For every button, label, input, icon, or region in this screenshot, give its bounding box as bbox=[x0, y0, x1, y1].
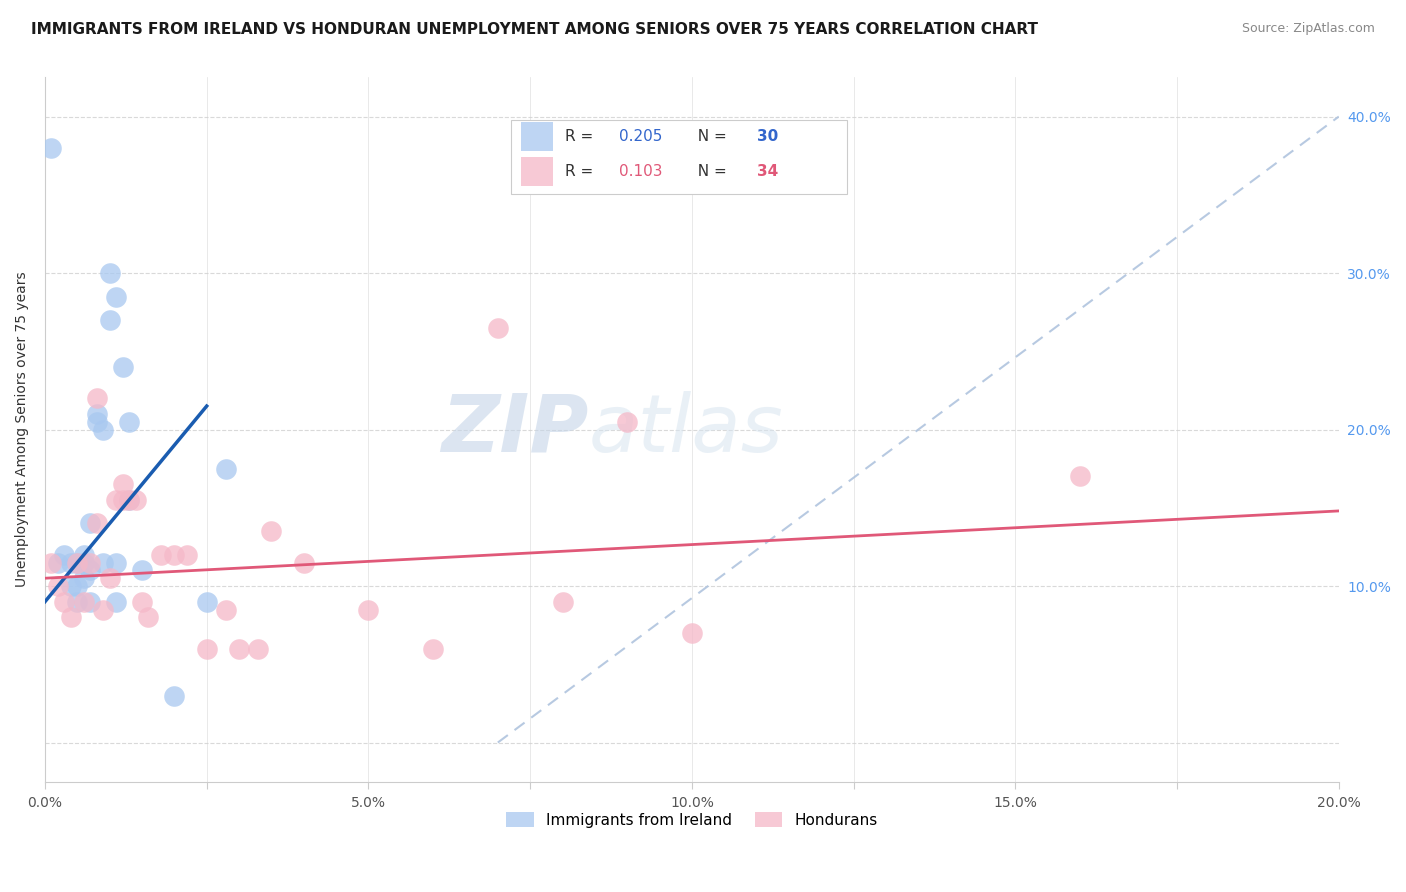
Point bbox=[118, 415, 141, 429]
Point bbox=[163, 548, 186, 562]
FancyBboxPatch shape bbox=[510, 120, 848, 194]
Point bbox=[86, 516, 108, 531]
Point bbox=[118, 493, 141, 508]
Point bbox=[681, 626, 703, 640]
Text: 0.103: 0.103 bbox=[620, 164, 662, 179]
Legend: Immigrants from Ireland, Hondurans: Immigrants from Ireland, Hondurans bbox=[501, 806, 884, 834]
Point bbox=[105, 289, 128, 303]
Point bbox=[98, 313, 121, 327]
Point bbox=[46, 579, 69, 593]
Point bbox=[79, 556, 101, 570]
Point bbox=[91, 423, 114, 437]
Point bbox=[150, 548, 173, 562]
Point bbox=[176, 548, 198, 562]
Point bbox=[79, 516, 101, 531]
Text: IMMIGRANTS FROM IRELAND VS HONDURAN UNEMPLOYMENT AMONG SENIORS OVER 75 YEARS COR: IMMIGRANTS FROM IRELAND VS HONDURAN UNEM… bbox=[31, 22, 1038, 37]
Point bbox=[59, 579, 82, 593]
Point bbox=[163, 689, 186, 703]
Text: 0.205: 0.205 bbox=[620, 129, 662, 145]
Point bbox=[422, 641, 444, 656]
Point bbox=[195, 641, 218, 656]
Point bbox=[124, 493, 146, 508]
Point bbox=[73, 556, 96, 570]
Point bbox=[53, 548, 76, 562]
Text: ZIP: ZIP bbox=[441, 391, 588, 468]
Point bbox=[91, 556, 114, 570]
Point bbox=[53, 595, 76, 609]
Point bbox=[131, 563, 153, 577]
Point bbox=[66, 556, 89, 570]
Point bbox=[247, 641, 270, 656]
Point bbox=[66, 579, 89, 593]
Point bbox=[98, 266, 121, 280]
Point bbox=[41, 141, 63, 155]
Point bbox=[86, 407, 108, 421]
Point bbox=[98, 571, 121, 585]
Point bbox=[138, 610, 160, 624]
Point bbox=[105, 595, 128, 609]
Point bbox=[131, 595, 153, 609]
Point bbox=[486, 321, 509, 335]
Text: N =: N = bbox=[688, 164, 731, 179]
Point bbox=[66, 595, 89, 609]
Point bbox=[73, 548, 96, 562]
Point bbox=[59, 556, 82, 570]
Point bbox=[79, 595, 101, 609]
Point bbox=[86, 415, 108, 429]
Point bbox=[86, 391, 108, 405]
Point bbox=[59, 610, 82, 624]
Point bbox=[357, 602, 380, 616]
Point bbox=[118, 493, 141, 508]
Point bbox=[195, 595, 218, 609]
Point bbox=[73, 571, 96, 585]
Point bbox=[111, 359, 134, 374]
Point bbox=[215, 602, 238, 616]
Point bbox=[105, 493, 128, 508]
Point bbox=[73, 595, 96, 609]
Y-axis label: Unemployment Among Seniors over 75 years: Unemployment Among Seniors over 75 years bbox=[15, 272, 30, 587]
Point bbox=[260, 524, 283, 539]
Point bbox=[91, 602, 114, 616]
Text: N =: N = bbox=[688, 129, 731, 145]
Point bbox=[66, 556, 89, 570]
Text: atlas: atlas bbox=[588, 391, 783, 468]
Text: 34: 34 bbox=[756, 164, 778, 179]
Text: R =: R = bbox=[565, 164, 598, 179]
Bar bbox=[522, 122, 554, 152]
Text: 30: 30 bbox=[756, 129, 778, 145]
Point bbox=[79, 563, 101, 577]
Point bbox=[215, 461, 238, 475]
Point bbox=[105, 556, 128, 570]
Point bbox=[46, 556, 69, 570]
Point bbox=[111, 477, 134, 491]
Text: Source: ZipAtlas.com: Source: ZipAtlas.com bbox=[1241, 22, 1375, 36]
Point bbox=[228, 641, 250, 656]
Point bbox=[41, 556, 63, 570]
Point bbox=[111, 493, 134, 508]
Point bbox=[292, 556, 315, 570]
Point bbox=[1069, 469, 1091, 483]
Point bbox=[616, 415, 638, 429]
Point bbox=[551, 595, 574, 609]
Text: R =: R = bbox=[565, 129, 598, 145]
Bar bbox=[522, 157, 554, 186]
